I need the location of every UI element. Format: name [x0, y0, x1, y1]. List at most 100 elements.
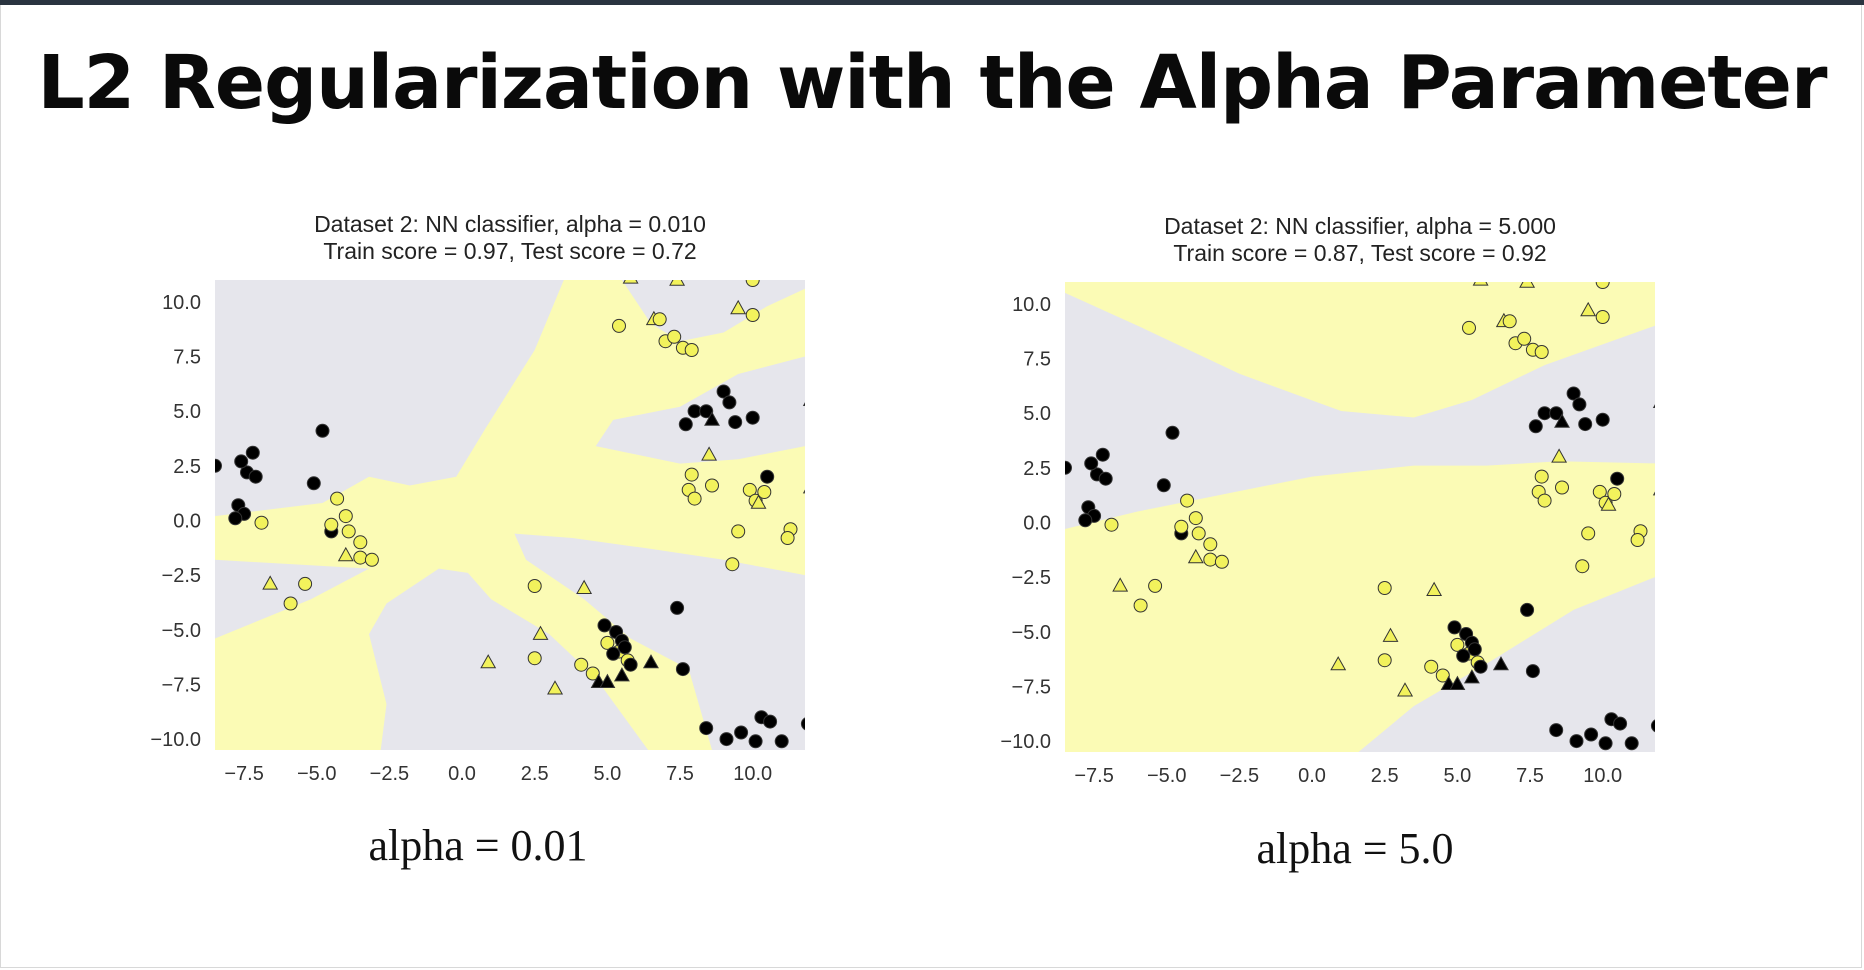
chart-title: Dataset 2: NN classifier, alpha = 5.000: [1164, 213, 1556, 239]
point-class-1-circle: [1581, 526, 1596, 541]
point-class-1-triangle: [1551, 448, 1568, 463]
point-class-0-circle: [1456, 648, 1471, 663]
point-class-0-circle: [716, 384, 731, 399]
plot-area: [215, 280, 805, 750]
point-class-0-triangle: [802, 402, 805, 406]
chart-title: Dataset 2: NN classifier, alpha = 0.010: [314, 211, 706, 237]
y-tick-label: 0.0: [1023, 513, 1051, 535]
point-class-1-triangle: [802, 489, 805, 494]
point-class-1-circle: [684, 467, 699, 482]
x-tick-label: −7.5: [1074, 765, 1113, 787]
point-class-1-circle: [780, 531, 795, 545]
point-class-0-triangle: [642, 654, 659, 669]
chart-subtitle: Train score = 0.87, Test score = 0.92: [1173, 240, 1546, 266]
point-class-1-circle: [612, 318, 626, 333]
point-class-1-triangle: [1580, 301, 1597, 317]
point-class-0-circle: [748, 734, 763, 749]
point-class-1-circle: [1424, 659, 1439, 674]
point-class-0-circle: [1584, 727, 1599, 742]
point-class-0-circle: [1467, 642, 1482, 657]
point-class-0-circle: [1520, 602, 1535, 617]
point-class-1-circle: [600, 635, 615, 650]
point-class-0-circle: [234, 454, 249, 469]
point-class-0-triangle: [599, 673, 616, 688]
point-class-1-triangle: [701, 446, 718, 461]
point-class-1-circle: [745, 308, 760, 322]
x-tick-label: −7.5: [224, 763, 263, 785]
point-class-1-circle: [324, 517, 339, 532]
slide-title: L2 Regularization with the Alpha Paramet…: [37, 40, 1828, 126]
point-class-1-circle: [1174, 519, 1189, 534]
point-class-0-triangle: [613, 667, 630, 682]
point-class-0-circle: [734, 725, 749, 740]
y-tick-label: 5.0: [1023, 403, 1051, 425]
y-tick-label: −2.5: [1012, 567, 1051, 589]
point-class-0-circle: [1613, 716, 1628, 731]
point-class-0-circle: [719, 732, 734, 747]
chart-subtitle: Train score = 0.97, Test score = 0.72: [323, 238, 696, 264]
point-class-0-circle: [617, 640, 632, 655]
point-class-1-circle: [574, 657, 589, 672]
point-class-0-circle: [699, 404, 714, 419]
caption-left: alpha = 0.01: [368, 821, 588, 870]
point-class-1-circle: [1133, 598, 1148, 613]
point-class-1-circle: [353, 535, 368, 550]
point-class-0-circle: [1528, 419, 1543, 434]
point-class-1-circle: [1203, 537, 1218, 552]
point-class-0-circle: [1447, 620, 1462, 635]
point-class-0-circle: [248, 469, 263, 484]
point-class-0-triangle: [1449, 675, 1466, 690]
point-class-0-circle: [1624, 736, 1639, 751]
point-class-0-triangle: [1554, 413, 1570, 428]
point-class-0-circle: [1065, 460, 1072, 475]
point-class-0-circle: [215, 458, 222, 473]
point-class-1-circle: [341, 524, 356, 539]
point-class-1-triangle: [1382, 627, 1399, 642]
point-class-0-circle: [1549, 406, 1564, 421]
x-tick-label: 10.0: [1583, 765, 1622, 787]
point-class-0-triangle: [704, 411, 720, 426]
point-class-0-circle: [800, 717, 805, 731]
point-class-0-circle: [675, 662, 690, 677]
x-tick-label: −2.5: [370, 763, 409, 785]
point-class-1-triangle: [669, 280, 686, 286]
point-class-1-circle: [1592, 484, 1607, 499]
point-class-1-circle: [585, 666, 600, 681]
x-tick-label: 5.0: [1443, 765, 1471, 787]
x-tick-label: −5.0: [1147, 765, 1186, 787]
point-class-0-circle: [678, 417, 693, 432]
x-tick-label: 0.0: [1298, 765, 1326, 787]
point-class-0-circle: [687, 404, 702, 419]
decision-region-class-1: [215, 280, 805, 750]
y-tick-label: 5.0: [173, 401, 201, 423]
point-class-1-triangle: [1519, 282, 1536, 288]
point-class-1-circle: [1555, 480, 1569, 495]
point-class-0-circle: [763, 714, 778, 729]
point-class-1-circle: [254, 515, 269, 530]
point-class-1-triangle: [1652, 491, 1655, 496]
point-class-0-circle: [1525, 664, 1540, 679]
point-class-1-circle: [705, 478, 719, 493]
point-class-1-triangle: [622, 280, 639, 284]
point-class-1-circle: [283, 596, 298, 611]
point-class-1-circle: [1148, 578, 1163, 593]
x-tick-label: 7.5: [666, 763, 694, 785]
point-class-1-circle: [1575, 559, 1590, 574]
point-class-1-circle: [687, 491, 702, 506]
y-tick-label: 2.5: [1023, 458, 1051, 480]
point-class-1-circle: [757, 485, 772, 499]
point-class-1-circle: [1595, 310, 1610, 324]
point-class-0-circle: [1078, 513, 1093, 528]
decision-region-class-1: [215, 529, 335, 554]
x-tick-label: 0.0: [448, 763, 476, 785]
point-class-1-circle: [684, 343, 699, 357]
point-class-1-circle: [1534, 469, 1549, 484]
x-tick-label: −2.5: [1220, 765, 1259, 787]
point-class-0-circle: [1537, 406, 1552, 421]
point-class-0-circle: [1595, 412, 1610, 427]
y-tick-label: 0.0: [173, 511, 201, 533]
point-class-1-circle: [1191, 526, 1206, 541]
point-class-0-circle: [1549, 723, 1564, 738]
point-class-1-triangle: [730, 299, 747, 315]
y-tick-label: 2.5: [173, 456, 201, 478]
